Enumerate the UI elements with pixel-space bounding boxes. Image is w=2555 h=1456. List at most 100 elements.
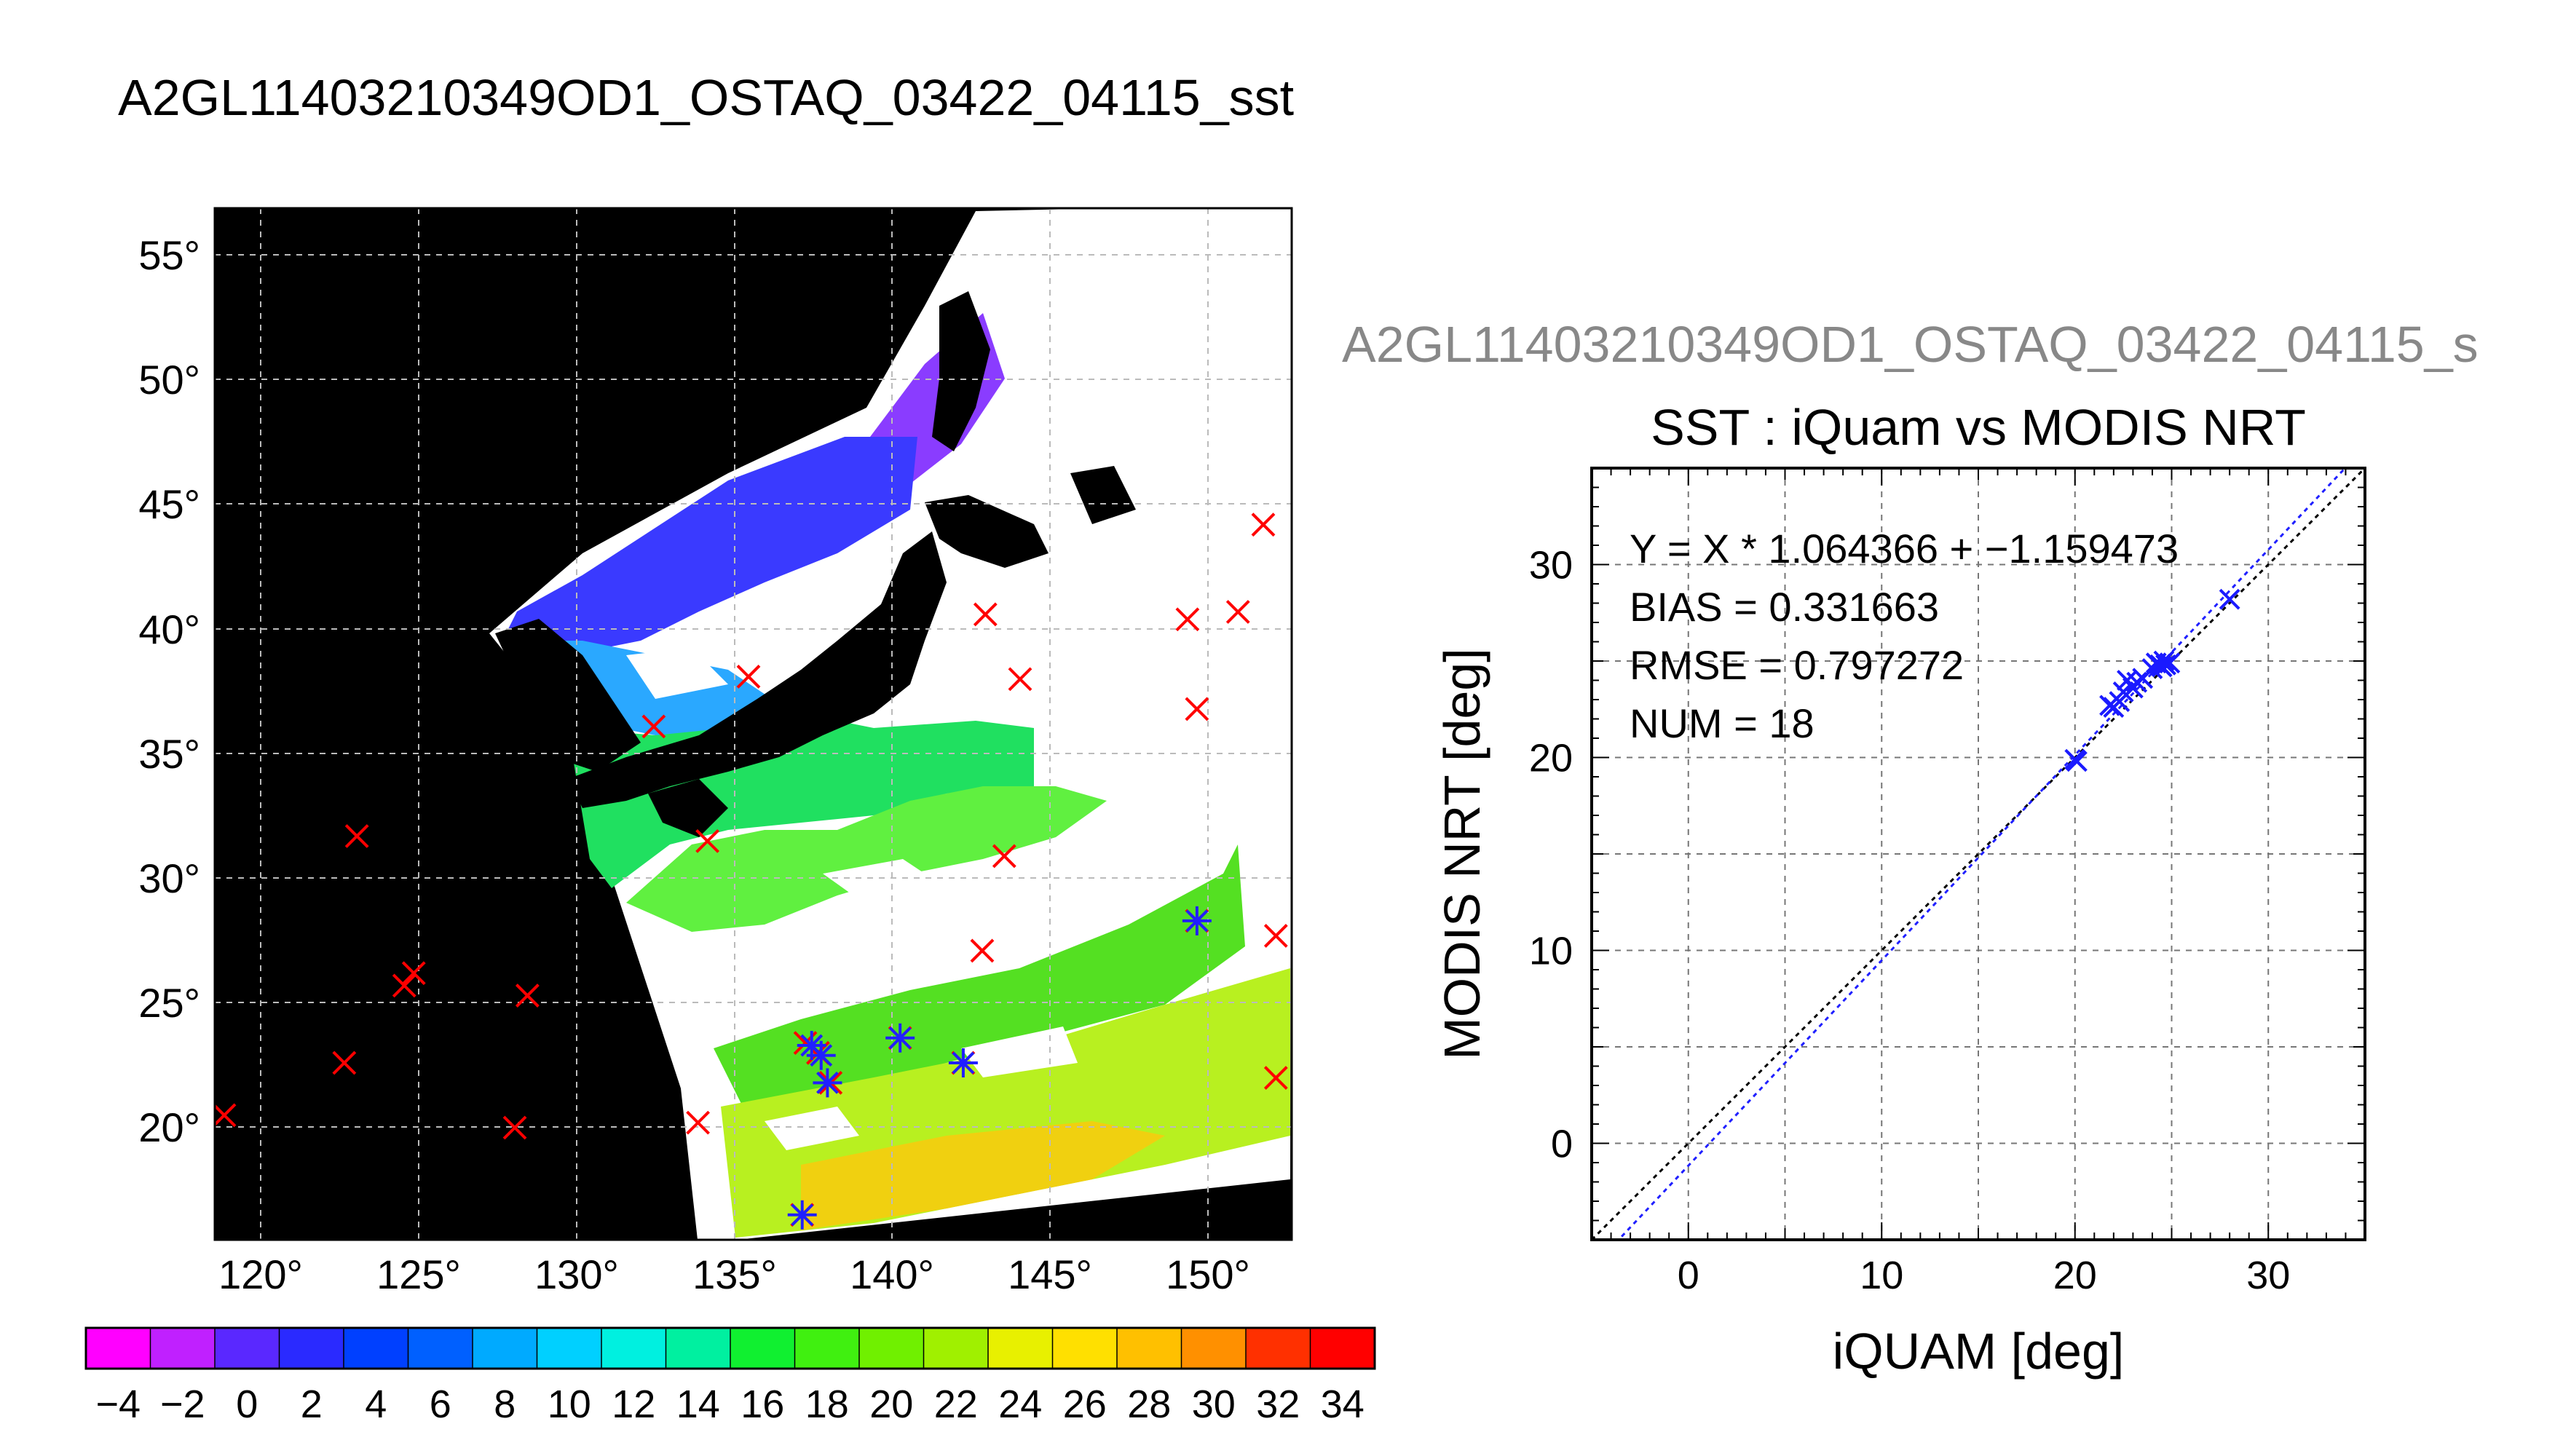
colorbar-cell	[794, 1328, 860, 1369]
red-marker	[970, 938, 995, 963]
map-y-tick-label: 30°	[138, 855, 200, 901]
colorbar-cell	[86, 1328, 151, 1369]
colorbar-cell	[344, 1328, 408, 1369]
colorbar-tick-label: 24	[998, 1382, 1042, 1426]
red-marker	[973, 602, 998, 627]
colorbar-cell	[537, 1328, 602, 1369]
scatter-x-tick-label: 0	[1678, 1254, 1699, 1297]
colorbar-tick-label: 10	[548, 1382, 591, 1426]
colorbar-tick-label: 12	[612, 1382, 655, 1426]
colorbar-cell	[923, 1328, 989, 1369]
land-hokkaido	[925, 495, 1049, 568]
blue-marker	[948, 1048, 978, 1077]
map-grid	[215, 208, 1292, 1240]
red-marker	[392, 973, 416, 998]
colorbar-tick-label: 26	[1063, 1382, 1107, 1426]
map-y-tick-label: 50°	[138, 357, 200, 403]
map-frame	[213, 207, 1293, 1241]
colorbar-cell	[1310, 1328, 1375, 1369]
red-marker	[641, 714, 666, 739]
scatter-grid	[1592, 468, 2365, 1240]
scatter-super-title: A2GL11403210349OD1_OSTAQ_03422_04115_s	[1342, 316, 2479, 373]
land-honshu	[568, 531, 947, 808]
map-y-tick-label: 35°	[138, 731, 200, 777]
fit-equation: Y = X * 1.064366 + −1.159473	[1630, 526, 2179, 571]
colorbar-cell	[215, 1328, 280, 1369]
colorbar-tick-label: 32	[1256, 1382, 1300, 1426]
scatter-x-tick-label: 30	[2246, 1254, 2290, 1297]
sst-region-japan-sea	[502, 437, 917, 655]
map-y-tick-label: 25°	[138, 980, 200, 1026]
colorbar-tick-label: 4	[365, 1382, 387, 1426]
colorbar-frame	[84, 1326, 1376, 1370]
rmse-value: RMSE = 0.797272	[1630, 642, 1964, 688]
scatter-annotations: Y = X * 1.064366 + −1.159473 BIAS = 0.33…	[1630, 526, 2179, 746]
scatter-x-label: iQUAM [deg]	[1833, 1323, 2125, 1380]
map-x-tick-label: 130°	[534, 1251, 619, 1297]
colorbar-tick-label: 22	[934, 1382, 978, 1426]
colorbar-tick-label: 28	[1127, 1382, 1171, 1426]
colorbar-cell	[1181, 1328, 1247, 1369]
red-marker	[332, 1051, 357, 1075]
blue-marker	[813, 1068, 842, 1098]
identity-line	[1592, 468, 2365, 1240]
land-east-coast	[1070, 466, 1136, 524]
red-marker	[1185, 697, 1209, 721]
colorbar-tick-label: 34	[1321, 1382, 1365, 1426]
scatter-y-tick-label: 30	[1529, 544, 1573, 587]
cloud-patch	[765, 1107, 859, 1150]
colorbar-cell	[1052, 1328, 1118, 1369]
scatter-point	[2159, 652, 2181, 674]
scatter-x-tick-label: 20	[2053, 1254, 2097, 1297]
red-marker	[736, 665, 761, 689]
red-marker	[1225, 600, 1250, 624]
colorbar-tick-label: −4	[95, 1382, 141, 1426]
colorbar-tick-label: −2	[160, 1382, 205, 1426]
scatter-y-tick-label: 10	[1529, 930, 1573, 973]
map-y-tick-label: 55°	[138, 232, 200, 278]
colorbar-cell	[279, 1328, 344, 1369]
cloud-patch	[626, 648, 728, 699]
colorbar-tick-label: 8	[494, 1382, 516, 1426]
colorbar-cell	[988, 1328, 1053, 1369]
red-marker	[1263, 924, 1288, 948]
red-marker	[686, 1110, 711, 1135]
red-marker	[502, 1115, 527, 1140]
sst-region-subtropical-front	[626, 786, 1107, 932]
red-marker	[1263, 1066, 1288, 1090]
map-x-tick-label: 150°	[1166, 1251, 1250, 1297]
map-x-tick-label: 120°	[218, 1251, 303, 1297]
red-marker	[215, 1103, 237, 1128]
scatter-frame	[1590, 467, 2366, 1241]
colorbar: −4 −2 0 2 4 6 8 10 12 14 16 18 20 22 24 26 28 30 32 34	[84, 1326, 1376, 1426]
blue-marker	[885, 1023, 915, 1053]
map-y-tick-label: 20°	[138, 1104, 200, 1150]
num-value: NUM = 18	[1630, 700, 1814, 746]
colorbar-cell	[408, 1328, 473, 1369]
map-x-axis: 120° 125° 130° 135° 140° 145° 150°	[218, 1251, 1250, 1297]
scatter-y-tick-label: 20	[1529, 737, 1573, 780]
red-marker	[695, 828, 720, 853]
red-marker	[1008, 667, 1032, 692]
red-marker	[1175, 607, 1200, 632]
bias-value: BIAS = 0.331663	[1630, 584, 1939, 630]
blue-marker	[787, 1200, 817, 1230]
red-marker	[1251, 513, 1276, 537]
colorbar-cell	[473, 1328, 537, 1369]
land-sakhalin	[932, 291, 990, 451]
colorbar-tick-label: 14	[676, 1382, 720, 1426]
map-panel: 120° 125° 130° 135° 140° 145° 150° 20° 2…	[138, 207, 1293, 1297]
scatter-point	[2066, 751, 2088, 772]
colorbar-cell	[601, 1328, 666, 1369]
colorbar-cell	[150, 1328, 216, 1369]
map-x-tick-label: 140°	[850, 1251, 934, 1297]
map-x-tick-label: 135°	[692, 1251, 777, 1297]
colorbar-tick-label: 30	[1192, 1382, 1236, 1426]
scatter-x-tick-label: 10	[1860, 1254, 1903, 1297]
cloud-patch	[823, 859, 947, 910]
map-y-axis: 20° 25° 30° 35° 40° 45° 50° 55°	[138, 232, 200, 1150]
colorbar-tick-label: 20	[869, 1382, 913, 1426]
colorbar-tick-label: 2	[301, 1382, 323, 1426]
colorbar-tick-label: 16	[741, 1382, 784, 1426]
